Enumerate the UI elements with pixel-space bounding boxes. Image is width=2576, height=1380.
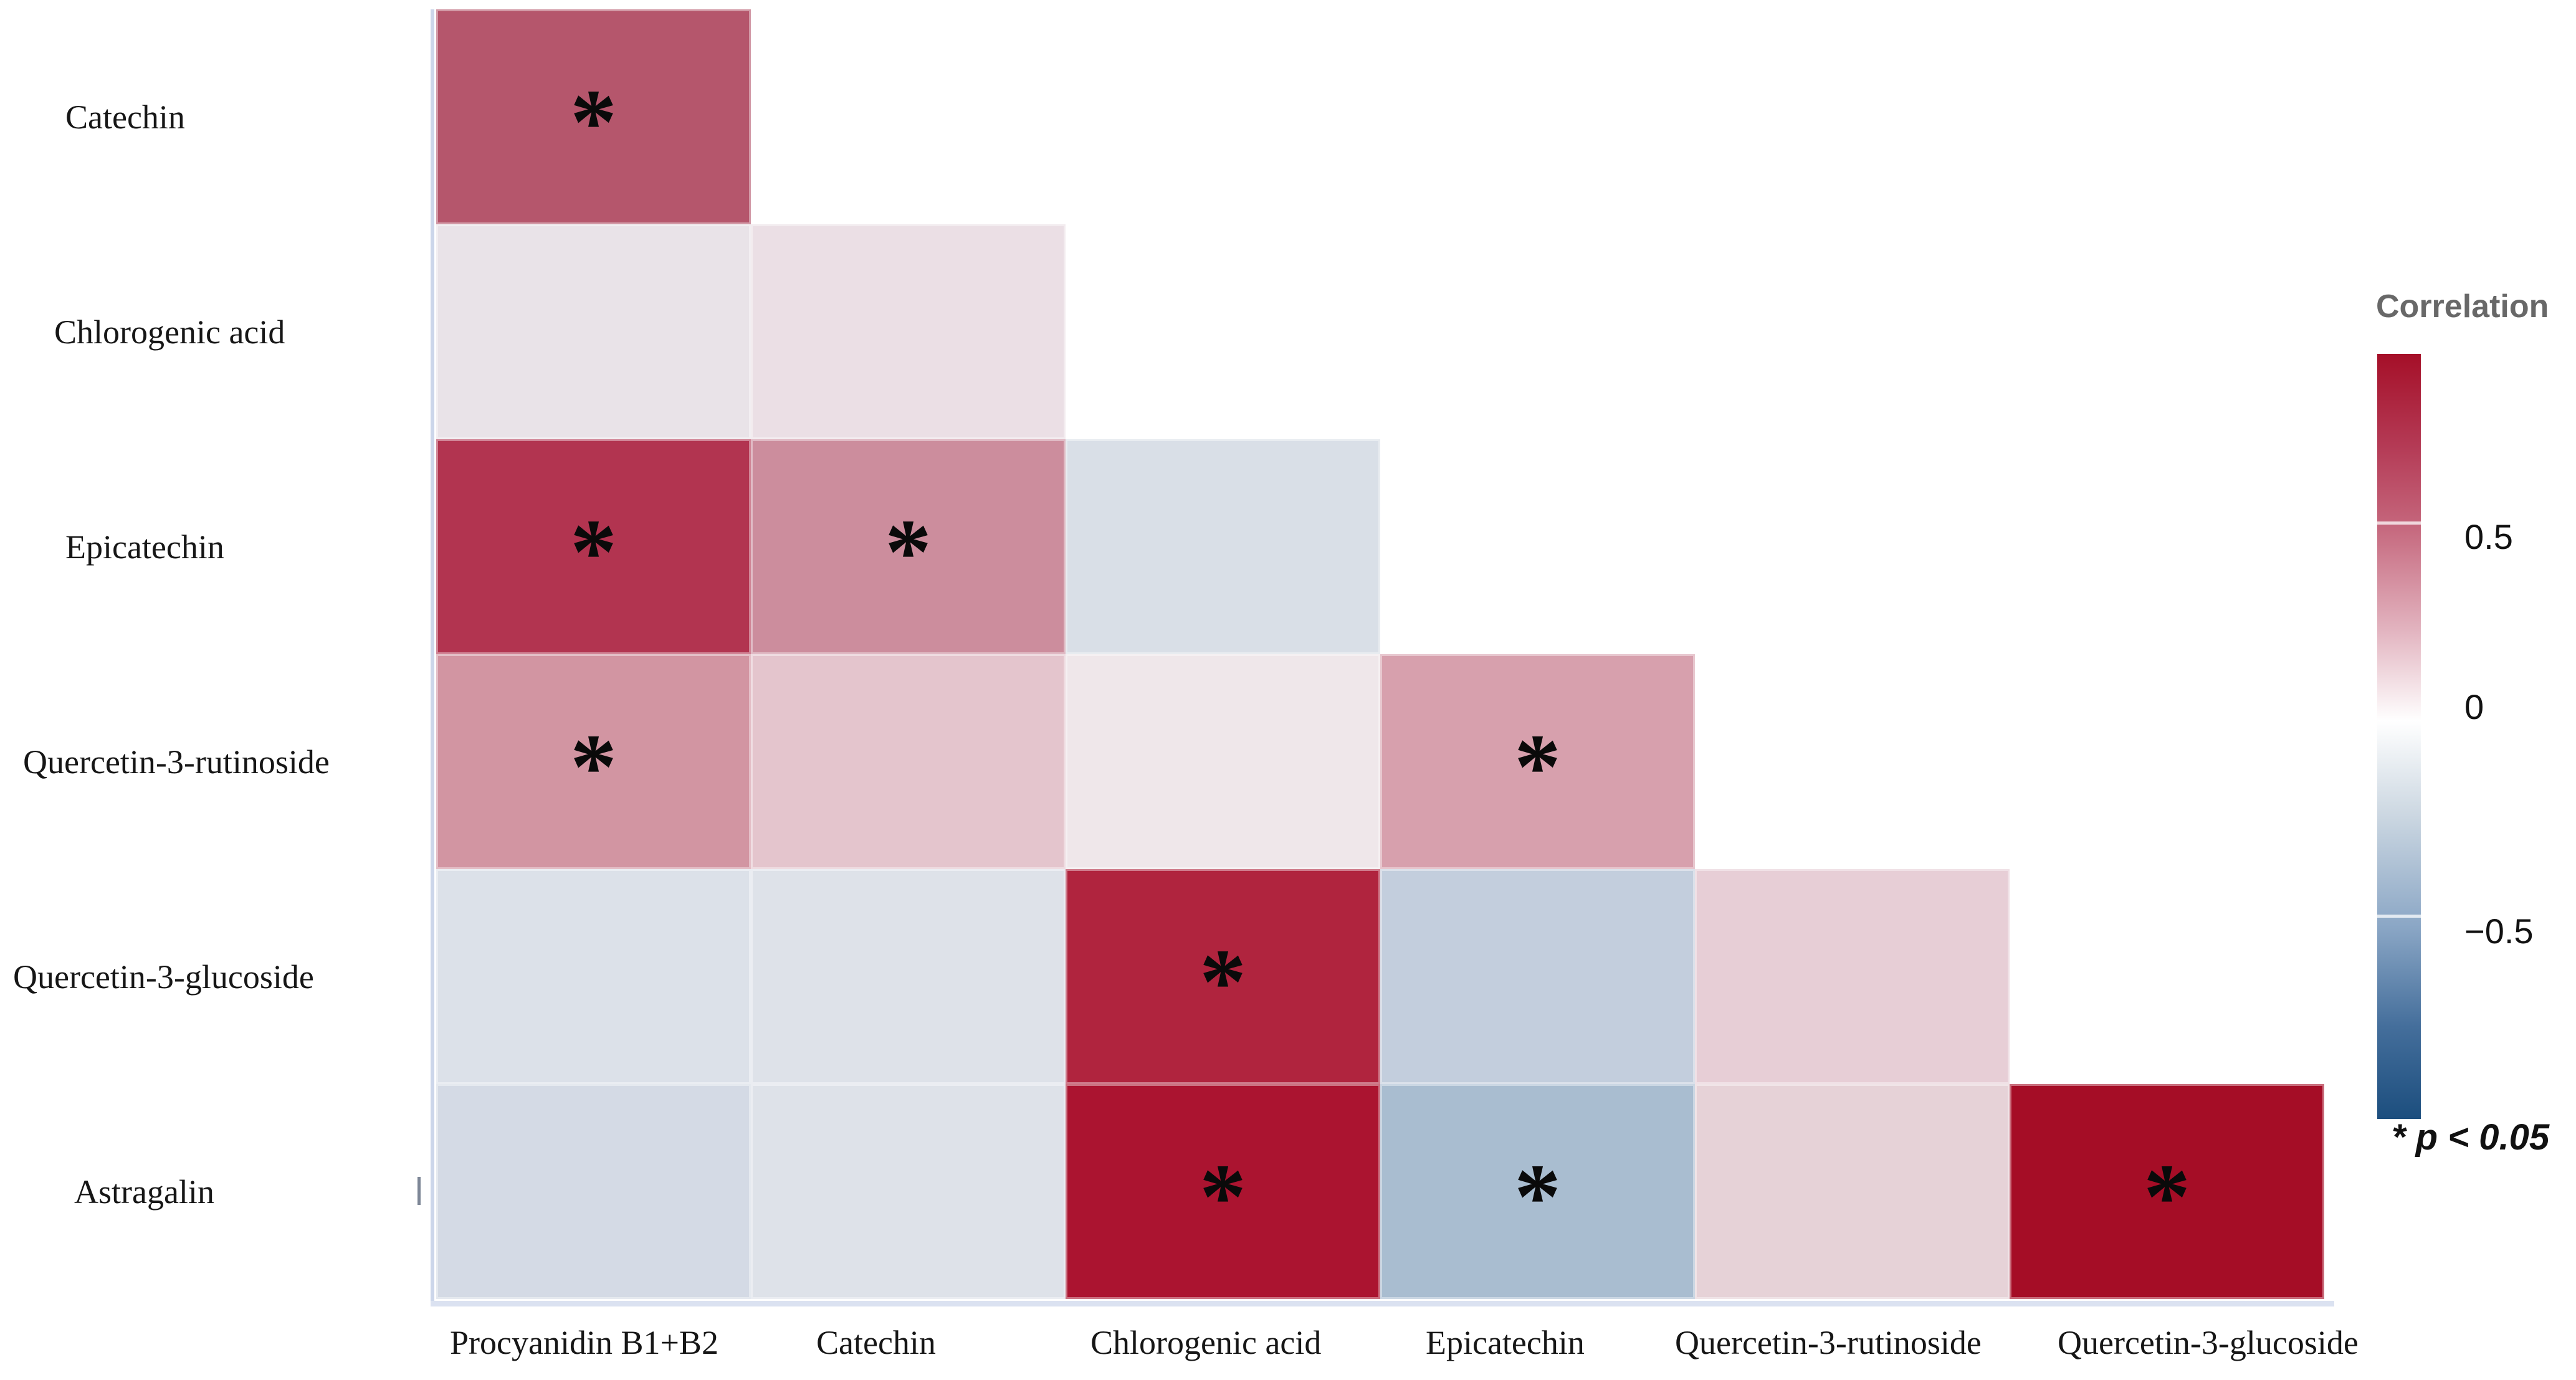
heatmap-cell: *	[436, 439, 751, 654]
heatmap-cell: *	[436, 654, 751, 869]
significance-asterisk: *	[1514, 715, 1561, 819]
heatmap-cell	[1695, 869, 2010, 1084]
row-label: Quercetin-3-glucoside	[13, 958, 314, 996]
heatmap-cell: *	[436, 9, 751, 224]
heatmap-cell	[436, 869, 751, 1084]
significance-asterisk: *	[1200, 1144, 1246, 1249]
significance-asterisk: *	[885, 500, 932, 604]
heatmap-cell: *	[1066, 869, 1380, 1084]
significance-asterisk: *	[570, 715, 617, 819]
row-label: Epicatechin	[65, 528, 224, 566]
column-label: Epicatechin	[1426, 1324, 1585, 1361]
significance-asterisk: *	[1514, 1144, 1561, 1249]
heatmap-cell	[436, 1084, 751, 1299]
heatmap-cell	[751, 1084, 1066, 1299]
heatmap-cell	[436, 224, 751, 439]
y-axis-tick	[417, 1177, 421, 1205]
heatmap-cell: *	[751, 439, 1066, 654]
significance-asterisk: *	[570, 70, 617, 174]
heatmap-cell	[1380, 869, 1695, 1084]
heatmap-cell: *	[1380, 654, 1695, 869]
heatmap-cell	[1066, 439, 1380, 654]
heatmap-cell: *	[1066, 1084, 1380, 1299]
colorbar-tick-line-negative	[2377, 915, 2421, 918]
heatmap-cell	[751, 869, 1066, 1084]
colorbar-tick-label: 0.5	[2464, 517, 2513, 556]
significance-asterisk: *	[570, 500, 617, 604]
row-label: Chlorogenic acid	[54, 313, 285, 351]
significance-note: * p < 0.05	[2392, 1117, 2550, 1158]
x-axis-line	[431, 1301, 2334, 1306]
column-label: Quercetin-3-rutinoside	[1675, 1324, 1982, 1361]
colorbar-tick-label: 0	[2464, 687, 2484, 726]
column-label: Procyanidin B1+B2	[450, 1324, 718, 1361]
row-label: Catechin	[65, 98, 185, 136]
row-label: Quercetin-3-rutinoside	[23, 743, 330, 781]
heatmap-cell	[751, 654, 1066, 869]
column-label: Catechin	[816, 1324, 936, 1361]
y-axis-line	[431, 9, 434, 1305]
colorbar-tick-label: −0.5	[2464, 911, 2534, 951]
column-label: Quercetin-3-glucoside	[2058, 1324, 2359, 1361]
legend-title: Correlation	[2376, 288, 2549, 325]
heatmap-cell: *	[1380, 1084, 1695, 1299]
heatmap-cell	[751, 224, 1066, 439]
heatmap-cell	[1066, 654, 1380, 869]
heatmap-cell: *	[2010, 1084, 2324, 1299]
colorbar-tick-line-positive	[2377, 521, 2421, 525]
column-label: Chlorogenic acid	[1090, 1324, 1322, 1361]
significance-asterisk: *	[1200, 930, 1246, 1034]
row-label: Astragalin	[74, 1173, 214, 1211]
heatmap-cell	[1695, 1084, 2010, 1299]
colorbar-gradient	[2377, 354, 2421, 1119]
significance-asterisk: *	[2144, 1144, 2190, 1249]
